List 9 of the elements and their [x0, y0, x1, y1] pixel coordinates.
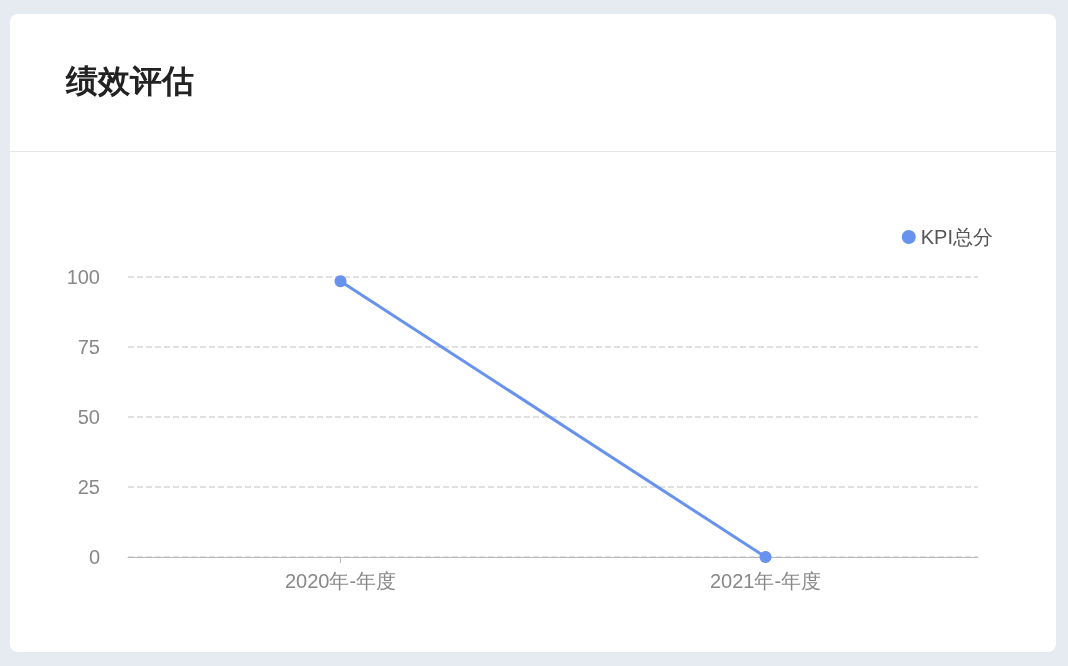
y-tick-label: 25: [77, 476, 100, 498]
y-tick-label: 50: [77, 406, 100, 428]
chart-title: 绩效评估: [66, 61, 194, 102]
x-tick-label: 2021年-年度: [709, 570, 822, 592]
x-tick-label: 2020年-年度: [284, 570, 397, 592]
y-tick-label: 100: [66, 266, 100, 288]
y-tick-label: 0: [88, 546, 100, 568]
legend-label: KPI总分: [920, 226, 994, 248]
y-tick-label: 75: [77, 336, 100, 358]
